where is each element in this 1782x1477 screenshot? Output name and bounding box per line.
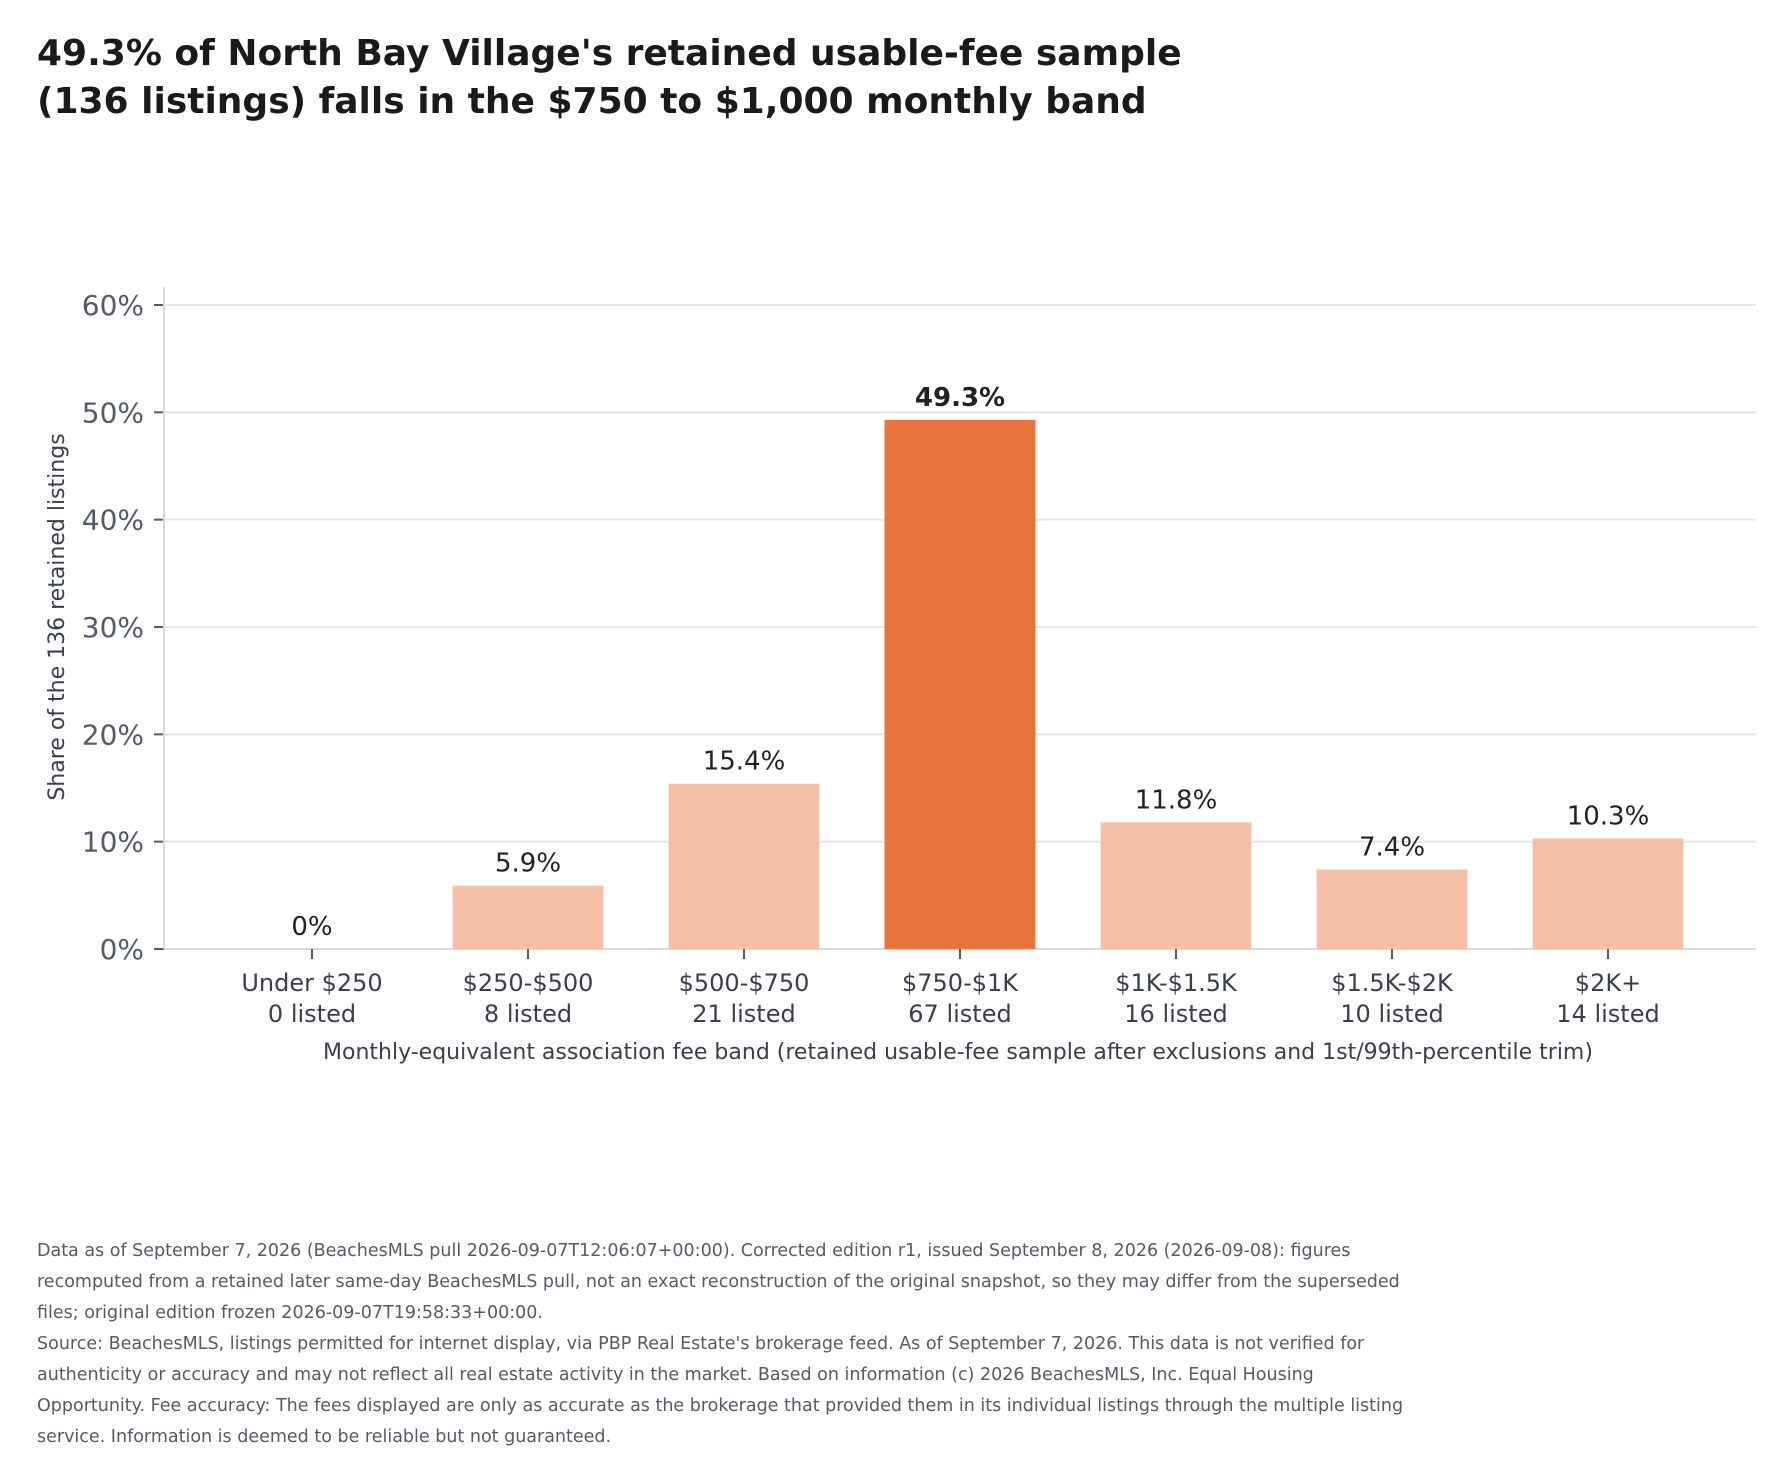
x-tick-label: Under $250 — [241, 969, 382, 997]
x-count-label: 14 listed — [1556, 1000, 1659, 1028]
y-tick-label: 0% — [100, 933, 144, 966]
y-axis-label: Share of the 136 retained listings — [45, 433, 70, 800]
y-tick-label: 60% — [82, 289, 144, 322]
y-tick-label: 20% — [82, 718, 144, 751]
bar-1k-1-5k — [1100, 822, 1252, 949]
data-label: 0% — [291, 912, 332, 942]
x-axis-label: Monthly-equivalent association fee band … — [323, 1040, 1593, 1065]
data-labels: 0% 5.9% 15.4% 49.3% 11.8% 7.4% 10.3% — [291, 383, 1649, 942]
y-tick-label: 40% — [82, 504, 144, 537]
bar-1-5k-2k — [1316, 869, 1468, 949]
x-count-label: 0 listed — [268, 1000, 356, 1028]
source-note: Source: BeachesMLS, listings permitted f… — [37, 1334, 1404, 1447]
data-label: 11.8% — [1135, 785, 1218, 815]
tick-labels: 0% 10% 20% 30% 40% 50% 60% Under $250 0 listed $2… — [82, 289, 1660, 1028]
data-label: 5.9% — [495, 849, 561, 879]
bar-250-500 — [452, 885, 604, 949]
x-tick-label: $750-$1K — [902, 969, 1019, 997]
y-tick-label: 10% — [82, 826, 144, 859]
bar-chart: 0% 5.9% 15.4% 49.3% 11.8% 7.4% 10.3% 0% 10% 20% 3… — [45, 287, 1756, 1065]
footnotes: Data as of September 7, 2026 (BeachesMLS… — [37, 1236, 1407, 1453]
bars — [452, 419, 1684, 949]
x-tick-label: $1K-$1.5K — [1115, 969, 1238, 997]
data-label: 49.3% — [915, 383, 1005, 413]
x-tick-label: $250-$500 — [463, 969, 594, 997]
data-label: 15.4% — [703, 747, 786, 777]
bar-750-1k — [884, 419, 1036, 949]
y-tick-label: 50% — [82, 396, 144, 429]
x-tick-label: $1.5K-$2K — [1331, 969, 1454, 997]
chart-title: 49.3% of North Bay Village's retained us… — [37, 33, 1182, 122]
x-tick-label: $2K+ — [1575, 969, 1641, 997]
x-count-label: 67 listed — [908, 1000, 1011, 1028]
bar-500-750 — [668, 783, 820, 949]
x-count-label: 16 listed — [1124, 1000, 1227, 1028]
data-note: Data as of September 7, 2026 (BeachesMLS… — [37, 1241, 1400, 1323]
x-count-label: 10 listed — [1340, 1000, 1443, 1028]
x-tick-label: $500-$750 — [679, 969, 810, 997]
data-label: 7.4% — [1359, 833, 1425, 863]
x-count-label: 8 listed — [484, 1000, 572, 1028]
data-label: 10.3% — [1567, 801, 1650, 831]
x-count-label: 21 listed — [692, 1000, 795, 1028]
bar-2k — [1532, 838, 1684, 949]
y-tick-label: 30% — [82, 611, 144, 644]
